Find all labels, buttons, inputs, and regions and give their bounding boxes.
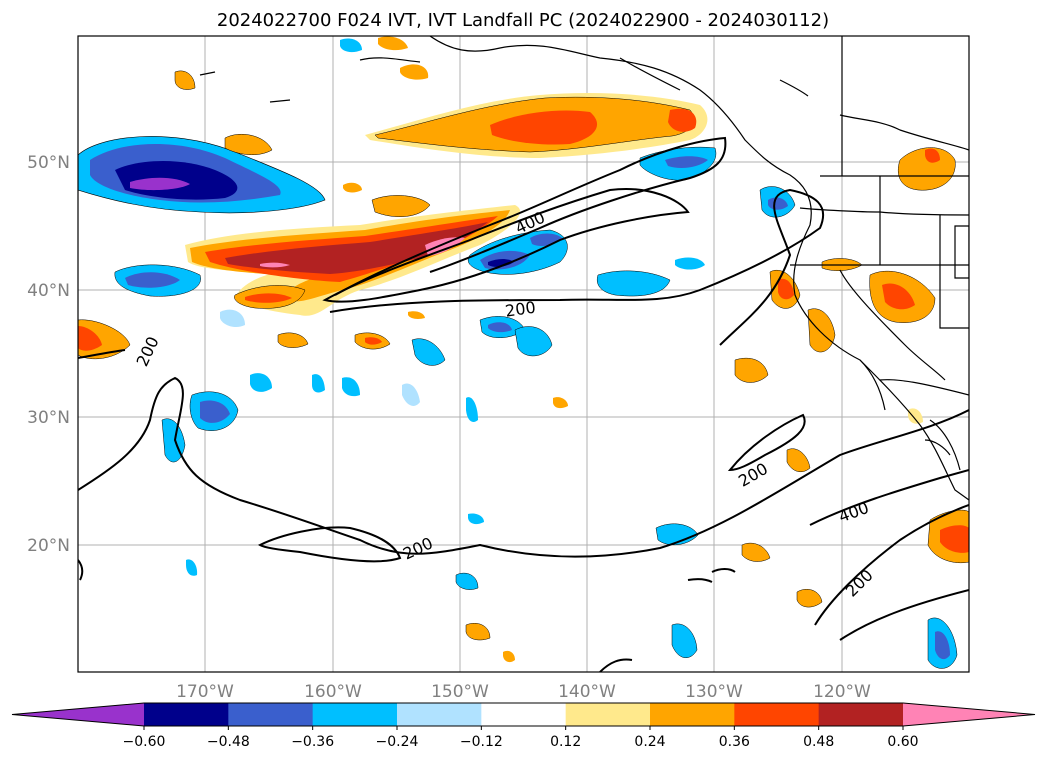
colorbar-tick-label: 0.36 bbox=[719, 734, 750, 750]
colorbar-segment bbox=[565, 703, 651, 726]
lon-tick-labels: 170°W 160°W 150°W 140°W 130°W 120°W bbox=[176, 682, 871, 702]
contour-label: 200 bbox=[504, 298, 537, 321]
lon-tick-label: 170°W bbox=[176, 682, 234, 702]
colorbar-tick-label: −0.60 bbox=[123, 734, 166, 750]
ivt-contour-lines bbox=[78, 136, 969, 672]
colorbar-segment bbox=[734, 703, 820, 726]
colorbar-tick-label: −0.48 bbox=[207, 734, 250, 750]
colorbar: −0.60 −0.48 −0.36 −0.24 −0.12 0.12 0.24 0.36 0.4… bbox=[11, 702, 1036, 750]
lon-tick-label: 120°W bbox=[813, 682, 871, 702]
colorbar-extend-high bbox=[903, 703, 1035, 726]
lon-tick-label: 150°W bbox=[431, 682, 489, 702]
colorbar-tick-label: 0.24 bbox=[634, 734, 665, 750]
lon-tick-label: 130°W bbox=[685, 682, 743, 702]
lat-tick-labels: 50°N 40°N 30°N 20°N bbox=[27, 153, 70, 556]
colorbar-tick-label: −0.36 bbox=[291, 734, 334, 750]
lat-tick-label: 40°N bbox=[27, 281, 70, 301]
map-frame bbox=[77, 35, 970, 673]
lat-tick-label: 20°N bbox=[27, 536, 70, 556]
lat-tick-label: 50°N bbox=[27, 153, 70, 173]
colorbar-tick-label: −0.12 bbox=[460, 734, 503, 750]
colorbar-tick-label: −0.24 bbox=[376, 734, 419, 750]
colorbar-segment bbox=[650, 703, 735, 726]
lat-tick-label: 30°N bbox=[27, 408, 70, 428]
colorbar-tick-label: 0.48 bbox=[803, 734, 834, 750]
colorbar-segment bbox=[144, 703, 229, 726]
colorbar-extend-low bbox=[12, 703, 144, 726]
colorbar-segment bbox=[312, 703, 398, 726]
coastlines bbox=[199, 36, 969, 501]
colorbar-segment bbox=[818, 703, 904, 726]
colorbar-tick-label: 0.60 bbox=[887, 734, 918, 750]
lon-tick-label: 140°W bbox=[558, 682, 616, 702]
colorbar-segment bbox=[397, 703, 482, 726]
colorbar-tick-label: 0.12 bbox=[550, 734, 581, 750]
colorbar-segment bbox=[481, 703, 567, 726]
chart-title: 2024022700 F024 IVT, IVT Landfall PC (20… bbox=[217, 10, 829, 31]
colorbar-segment bbox=[228, 703, 314, 726]
lon-tick-label: 160°W bbox=[304, 682, 362, 702]
